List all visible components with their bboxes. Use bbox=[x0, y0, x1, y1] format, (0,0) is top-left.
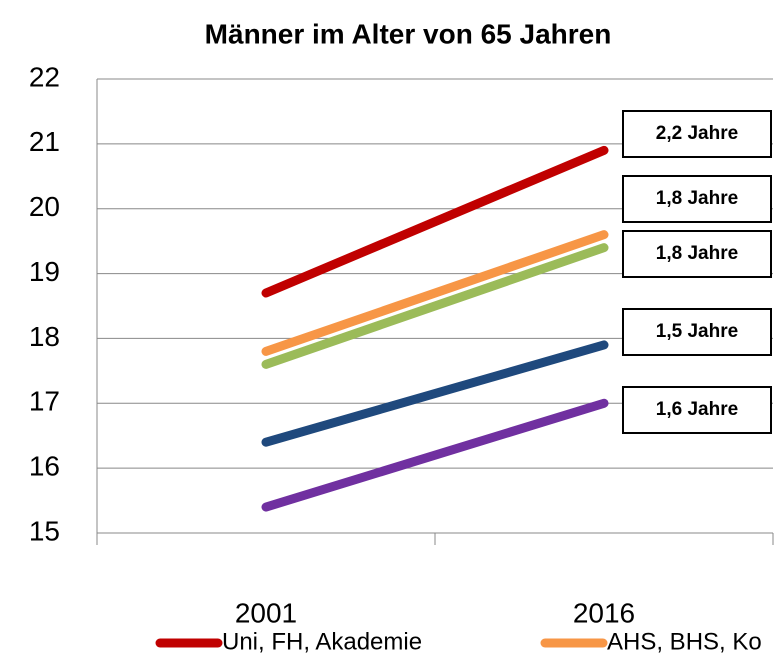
annotation: 1,8 Jahre bbox=[656, 188, 738, 209]
y-tick-label: 18 bbox=[29, 321, 60, 352]
annotation: 1,6 Jahre bbox=[656, 399, 738, 420]
series-line bbox=[261, 243, 609, 369]
annotation: 1,8 Jahre bbox=[656, 243, 738, 264]
annotation-box bbox=[622, 230, 772, 278]
series-line bbox=[261, 398, 609, 512]
annotation-box bbox=[622, 110, 772, 158]
annotation-box bbox=[622, 175, 772, 223]
y-tick-label: 20 bbox=[29, 191, 60, 222]
y-tick-label: 15 bbox=[29, 515, 60, 546]
legend-label: AHS, BHS, Ko bbox=[607, 628, 762, 655]
y-tick-label: 21 bbox=[29, 126, 60, 157]
chart-title: Männer im Alter von 65 Jahren bbox=[205, 18, 612, 49]
legend-label: Uni, FH, Akademie bbox=[222, 628, 422, 655]
annotation: 1,5 Jahre bbox=[656, 321, 738, 342]
y-tick-label: 22 bbox=[29, 61, 60, 92]
series-line bbox=[261, 340, 609, 447]
y-tick-label: 17 bbox=[29, 386, 60, 417]
y-tick-label: 19 bbox=[29, 256, 60, 287]
x-tick-label: 2016 bbox=[573, 597, 635, 628]
series-line bbox=[261, 145, 609, 298]
annotation-box bbox=[622, 308, 772, 356]
series-line bbox=[261, 230, 609, 356]
annotation-box bbox=[622, 386, 772, 434]
y-tick-label: 16 bbox=[29, 451, 60, 482]
x-tick-label: 2001 bbox=[235, 597, 297, 628]
annotation: 2,2 Jahre bbox=[656, 123, 738, 144]
